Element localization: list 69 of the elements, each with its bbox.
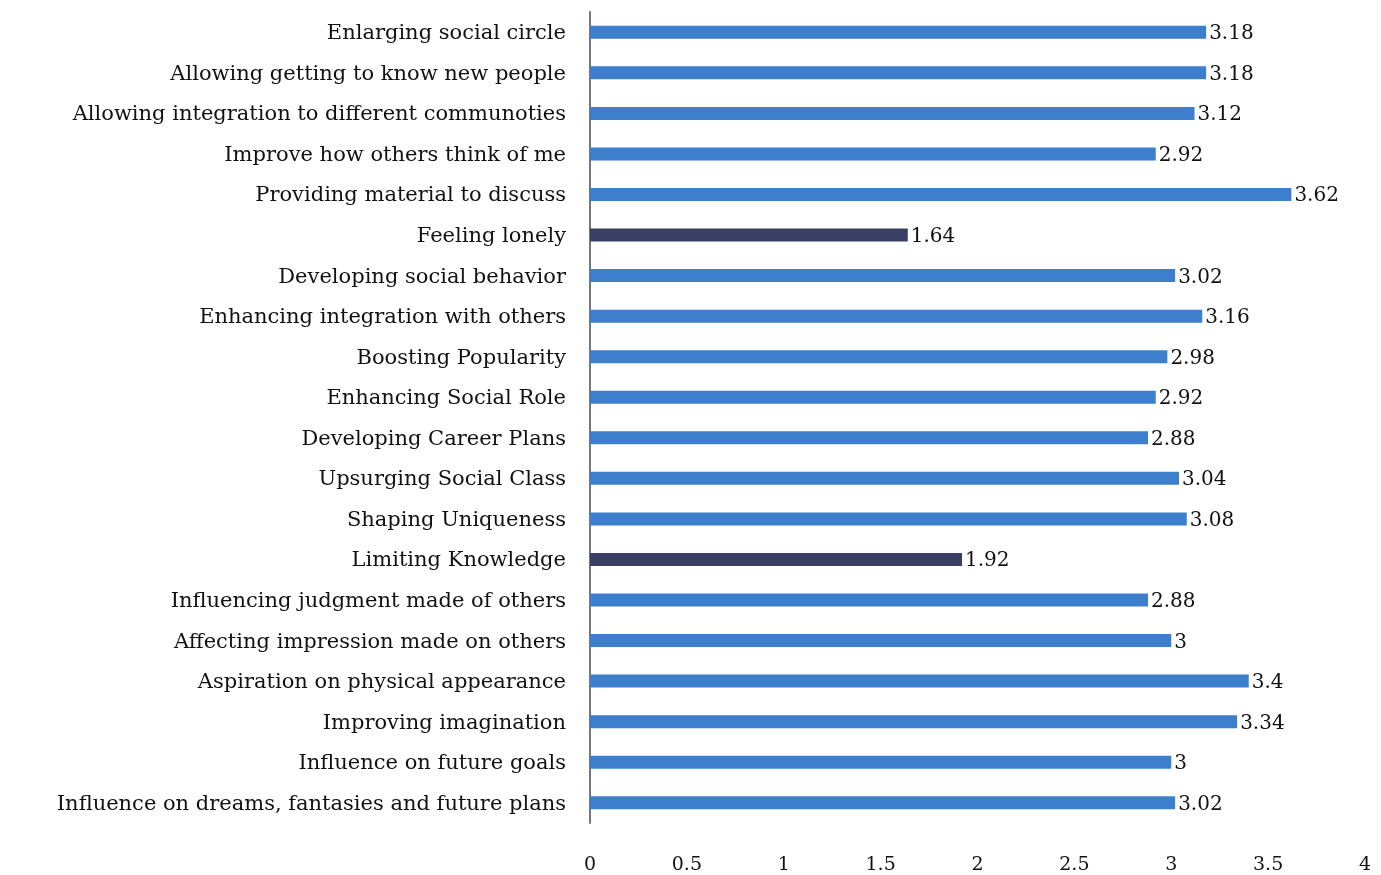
x-tick-label: 3 xyxy=(1165,851,1178,874)
bar xyxy=(590,187,1292,201)
data-label: 2.92 xyxy=(1158,385,1204,410)
x-tick-label: 0 xyxy=(583,851,597,874)
y-tick-label: Improving imagination xyxy=(322,709,566,734)
data-label: 3.04 xyxy=(1182,466,1227,491)
bar xyxy=(590,309,1203,323)
bar xyxy=(590,228,908,242)
bar xyxy=(590,431,1148,445)
data-label: 3.4 xyxy=(1251,669,1284,694)
y-tick-label: Affecting impression made on others xyxy=(172,628,566,653)
y-tick-label: Developing Career Plans xyxy=(301,425,566,450)
bar xyxy=(590,512,1187,526)
data-label: 1.64 xyxy=(910,223,956,248)
bar xyxy=(590,552,962,566)
data-label: 3.08 xyxy=(1189,506,1235,531)
bar xyxy=(590,106,1195,120)
data-label: 3.02 xyxy=(1178,790,1223,815)
y-tick-label: Influence on future goals xyxy=(298,750,566,775)
y-tick-label: Upsurging Social Class xyxy=(318,466,566,491)
data-label: 3.18 xyxy=(1209,20,1254,45)
y-tick-label: Improve how others think of me xyxy=(224,141,566,166)
data-label: 3 xyxy=(1174,628,1187,653)
y-tick-label: Allowing getting to know new people xyxy=(169,60,566,85)
data-label: 2.88 xyxy=(1151,587,1196,612)
y-tick-label: Enhancing Social Role xyxy=(326,385,566,410)
data-label: 2.88 xyxy=(1151,425,1196,450)
y-tick-label: Enlarging social circle xyxy=(326,20,566,45)
data-label: 3.12 xyxy=(1197,101,1243,126)
y-tick-label: Influencing judgment made of others xyxy=(170,587,566,612)
x-tick-label: 4 xyxy=(1358,851,1372,874)
y-tick-label: Boosting Popularity xyxy=(356,344,567,369)
y-tick-label: Shaping Uniqueness xyxy=(346,506,566,531)
data-label: 3.62 xyxy=(1294,182,1339,207)
y-tick-label: Developing social behavior xyxy=(278,263,567,288)
data-label: 2.92 xyxy=(1158,141,1204,166)
x-tick-label: 1 xyxy=(777,851,790,874)
data-label: 2.98 xyxy=(1170,344,1215,369)
data-label: 3.16 xyxy=(1205,304,1250,329)
y-tick-label: Enhancing integration with others xyxy=(199,304,566,329)
data-label: 1.92 xyxy=(965,547,1010,572)
bar xyxy=(590,593,1148,607)
x-tick-label: 2 xyxy=(971,851,984,874)
bar xyxy=(590,25,1207,39)
bar xyxy=(590,715,1238,729)
y-tick-label: Providing material to discuss xyxy=(255,182,566,207)
x-tick-label: 2.5 xyxy=(1059,851,1090,874)
bar xyxy=(590,390,1156,404)
data-label: 3.02 xyxy=(1178,263,1223,288)
bar xyxy=(590,66,1207,80)
bar xyxy=(590,147,1156,161)
data-label: 3 xyxy=(1174,750,1187,775)
y-tick-label: Feeling lonely xyxy=(416,223,567,248)
bar xyxy=(590,471,1179,485)
bar xyxy=(590,269,1176,283)
y-tick-label: Limiting Knowledge xyxy=(351,547,566,572)
bar xyxy=(590,350,1168,364)
data-label: 3.18 xyxy=(1209,60,1254,85)
bar xyxy=(590,674,1249,688)
data-label: 3.34 xyxy=(1240,709,1285,734)
bar xyxy=(590,796,1176,810)
x-tick-label: 1.5 xyxy=(865,851,896,874)
x-tick-label: 0.5 xyxy=(671,851,702,874)
y-tick-label: Influence on dreams, fantasies and future plans xyxy=(56,790,566,815)
y-tick-label: Aspiration on physical appearance xyxy=(196,669,566,694)
bar xyxy=(590,634,1172,648)
y-tick-label: Allowing integration to different communoties xyxy=(71,101,566,126)
x-tick-label: 3.5 xyxy=(1253,851,1284,874)
bar xyxy=(590,755,1172,769)
